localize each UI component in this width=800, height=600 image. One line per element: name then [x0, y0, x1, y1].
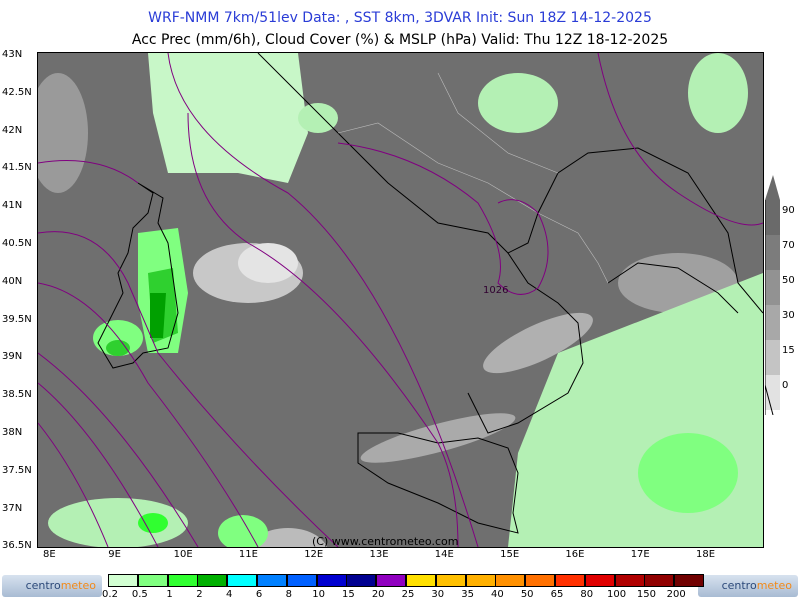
lon-label: 16E	[565, 549, 585, 560]
lat-label: 37N	[2, 502, 23, 514]
lon-label: 12E	[304, 549, 324, 560]
precip-label: 8	[285, 589, 292, 600]
title-model-init: WRF-NMM 7km/51lev Data: , SST 8km, 3DVAR…	[148, 10, 652, 26]
precip-label: 50	[520, 589, 534, 600]
lat-label: 42N	[2, 124, 23, 136]
precip-swatch	[137, 574, 168, 587]
lon-label: 18E	[696, 549, 716, 560]
lat-label: 42.5N	[2, 86, 32, 98]
title-variables-valid: Acc Prec (mm/6h), Cloud Cover (%) & MSLP…	[131, 32, 669, 48]
precip-swatch	[167, 574, 198, 587]
lat-label: 39N	[2, 351, 23, 363]
precip-label: 6	[255, 589, 263, 600]
centrometeo-logo-left: centrometeo	[2, 575, 102, 597]
lat-label: 36.5N	[2, 540, 32, 552]
centrometeo-logo-right: centrometeo	[698, 575, 798, 597]
coastlines	[97, 53, 763, 534]
weather-map: 1026	[37, 52, 764, 548]
copyright-text: (C) www.centrometeo.com	[312, 535, 459, 548]
precip-swatch	[555, 574, 585, 587]
lat-label: 41.5N	[2, 162, 32, 174]
lon-label: 13E	[369, 549, 389, 560]
precip-swatch	[257, 574, 287, 587]
precip-label: 2	[196, 589, 203, 600]
precip-swatch	[197, 574, 228, 587]
cloud-scale-label: 0	[782, 380, 788, 391]
precip-label: 65	[550, 589, 564, 600]
isobars	[38, 53, 763, 547]
cloud-scale-swatch	[765, 305, 780, 340]
precip-swatch	[584, 574, 615, 587]
cloud-scale-swatch	[765, 270, 780, 305]
lon-label: 17E	[630, 549, 650, 560]
precip-label: 150	[636, 589, 656, 600]
lat-label: 40N	[2, 275, 23, 287]
precip-swatch	[376, 574, 407, 587]
precip-swatch	[286, 574, 317, 587]
precip-swatch	[406, 574, 436, 587]
lat-label: 40.5N	[2, 238, 32, 249]
lon-label: 10E	[173, 549, 193, 560]
precip-swatch	[495, 574, 526, 587]
lat-label: 38.5N	[2, 389, 32, 401]
precip-label: 40	[491, 589, 504, 600]
lat-label: 37.5N	[2, 464, 32, 476]
borders	[337, 72, 609, 284]
precip-label: 25	[401, 589, 415, 600]
precip-label: 10	[312, 589, 325, 600]
precip-label: 20	[371, 589, 385, 600]
precip-swatch	[614, 574, 645, 587]
precip-swatch	[435, 574, 466, 587]
precip-label: 35	[461, 589, 474, 600]
lat-label: 38N	[2, 427, 23, 438]
lat-label: 43N	[2, 49, 23, 60]
cloud-cover-light	[38, 73, 743, 547]
cloud-scale-label: 90	[782, 205, 795, 216]
cloud-scale-swatch	[765, 375, 780, 410]
cloud-scale-label: 70	[782, 240, 795, 251]
cloud-scale-swatch	[765, 340, 780, 375]
precip-swatch	[644, 574, 675, 587]
lon-label: 8E	[43, 549, 56, 560]
lon-label: 15E	[500, 549, 520, 560]
lat-label: 41N	[2, 200, 23, 212]
cloud-scale-label: 15	[782, 345, 795, 356]
cloud-cover-colorbar: 90 70 50 30 15 0	[765, 175, 795, 415]
lat-label: 39.5N	[2, 313, 32, 325]
precip-swatch	[346, 574, 377, 587]
cloud-scale-label: 50	[782, 275, 795, 286]
precip-swatch	[465, 574, 496, 587]
precip-swatch	[316, 574, 347, 587]
lon-label: 14E	[434, 549, 454, 560]
precip-label: 0.2	[102, 589, 118, 600]
precip-swatch	[227, 574, 258, 587]
precip-swatch	[525, 574, 556, 587]
precip-label: 200	[666, 589, 686, 600]
cloud-scale-label: 30	[782, 310, 795, 321]
isobar-label: 1026	[483, 285, 509, 296]
precip-label: 0.5	[131, 589, 148, 600]
precip-swatch	[108, 574, 138, 587]
precip-label: 80	[580, 589, 594, 600]
lon-label: 9E	[108, 549, 121, 560]
precip-label: 1	[166, 589, 173, 600]
precip-label: 4	[226, 589, 233, 600]
precip-label: 30	[431, 589, 445, 600]
precip-label: 15	[342, 589, 355, 600]
cloud-scale-swatch	[765, 200, 780, 235]
precip-label: 100	[607, 589, 627, 600]
precip-swatch	[674, 574, 705, 587]
lon-label: 11E	[238, 549, 258, 560]
cloud-scale-swatch	[765, 235, 780, 270]
precip-areas	[48, 53, 763, 547]
